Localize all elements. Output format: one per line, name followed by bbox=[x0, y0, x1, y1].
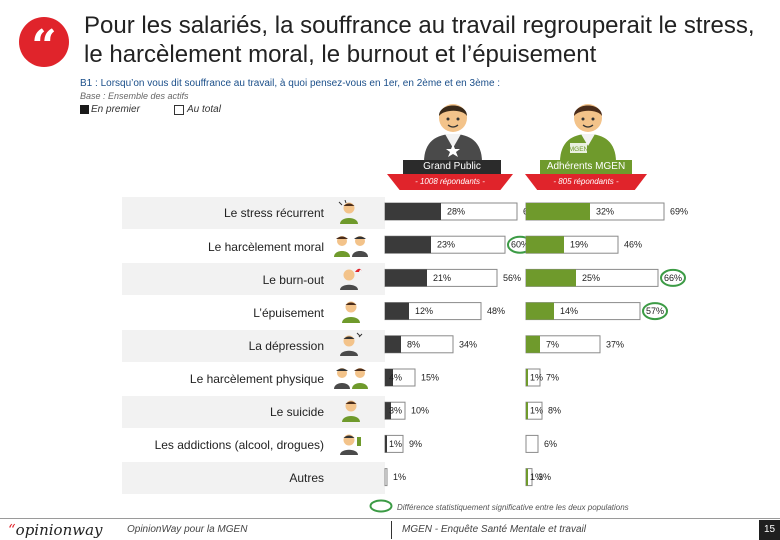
public-total-label: 56% bbox=[503, 273, 521, 283]
public-first-bar bbox=[385, 369, 393, 386]
public-total-label: 48% bbox=[487, 306, 505, 316]
legend-total-label: Au total bbox=[187, 104, 221, 115]
mgen-total-label: 46% bbox=[624, 240, 642, 250]
mgen-first-bar bbox=[526, 468, 528, 486]
public-first-label: 28% bbox=[447, 207, 465, 217]
mgen-first-bar bbox=[526, 369, 528, 386]
row-label: Le stress récurrent bbox=[223, 206, 324, 220]
mgen-significance-circle bbox=[642, 302, 668, 321]
mgen-avatar: MGEN bbox=[560, 104, 616, 162]
significance-circle-icon bbox=[369, 499, 393, 513]
row-band bbox=[122, 330, 385, 362]
mgen-total-label: 7% bbox=[546, 373, 559, 383]
public-first-label: 23% bbox=[437, 240, 455, 250]
mgen-total-label: 66% bbox=[664, 273, 682, 283]
page-number: 15 bbox=[759, 520, 780, 540]
footer-left-text: OpinionWay pour la MGEN bbox=[127, 524, 248, 535]
mgen-first-label: 1% bbox=[530, 472, 543, 482]
significance-note: Différence statistiquement significative… bbox=[397, 503, 629, 512]
addiction-person-icon bbox=[340, 434, 361, 455]
mgen-first-label: 7% bbox=[546, 339, 559, 349]
mgen-first-label: 32% bbox=[596, 207, 614, 217]
row-label: La dépression bbox=[248, 339, 324, 353]
exhausted-person-icon bbox=[342, 301, 360, 323]
page-title: Pour les salariés, la souffrance au trav… bbox=[84, 12, 755, 68]
row-label: Le harcèlement moral bbox=[207, 240, 324, 254]
public-total-label: 9% bbox=[409, 439, 422, 449]
mgen-total-label: 6% bbox=[544, 439, 557, 449]
legend-first-swatch bbox=[80, 105, 89, 114]
mgen-significance-circle bbox=[660, 268, 686, 287]
question-text: B1 : Lorsqu’on vous dit souffrance au tr… bbox=[80, 78, 501, 89]
mgen-first-label: 19% bbox=[570, 240, 588, 250]
public-first-bar bbox=[385, 435, 387, 453]
public-first-bar bbox=[385, 402, 391, 420]
mgen-respondents: - 805 répondants - bbox=[525, 174, 647, 190]
mgen-total-label: 57% bbox=[646, 306, 664, 316]
mgen-total-label: 37% bbox=[606, 339, 624, 349]
grand-public-avatar bbox=[424, 104, 482, 162]
row-label: L’épuisement bbox=[253, 306, 324, 320]
mgen-first-label: 25% bbox=[582, 273, 600, 283]
mgen-first-bar bbox=[526, 335, 540, 353]
quote-icon: “ bbox=[19, 17, 69, 72]
public-first-bar bbox=[385, 269, 427, 287]
burnout-person-icon bbox=[340, 268, 362, 290]
physical-harassment-icon bbox=[334, 368, 368, 389]
public-first-label: 4% bbox=[389, 373, 402, 383]
row-label: Le burn-out bbox=[262, 273, 324, 287]
mgen-total-label: 8% bbox=[548, 406, 561, 416]
row-label: Les addictions (alcool, drogues) bbox=[154, 438, 324, 452]
mgen-badge: MGEN bbox=[569, 146, 589, 153]
mgen-total-bar bbox=[525, 434, 539, 453]
grand-public-respondents: - 1008 répondants - bbox=[387, 174, 513, 190]
depressed-person-icon bbox=[340, 332, 363, 356]
row-label: Le suicide bbox=[269, 405, 324, 419]
public-first-label: 3% bbox=[389, 406, 402, 416]
footer-separator bbox=[391, 521, 392, 539]
mgen-first-bar bbox=[526, 236, 564, 254]
row-band bbox=[122, 396, 385, 428]
public-first-bar bbox=[385, 335, 401, 353]
public-total-bar bbox=[384, 468, 388, 487]
row-band bbox=[122, 462, 385, 494]
harassed-people-icon bbox=[334, 236, 368, 257]
grand-public-tag: Grand Public bbox=[403, 160, 501, 174]
footer-right-text: MGEN - Enquête Santé Mentale et travail bbox=[402, 524, 586, 535]
legend-first-label: En premier bbox=[91, 104, 140, 115]
mgen-first-label: 1% bbox=[530, 406, 543, 416]
mgen-first-bar bbox=[526, 203, 590, 220]
public-first-label: 1% bbox=[389, 439, 402, 449]
row-label: Autres bbox=[289, 471, 324, 485]
mgen-total-label: 3% bbox=[538, 472, 551, 482]
stressed-person-icon bbox=[338, 200, 358, 224]
row-label: Le harcèlement physique bbox=[189, 372, 324, 386]
mgen-first-label: 14% bbox=[560, 306, 578, 316]
suicide-person-icon bbox=[342, 400, 360, 422]
public-first-bar bbox=[385, 302, 409, 320]
public-first-bar bbox=[385, 236, 431, 254]
base-text: Base : Ensemble des actifs bbox=[80, 91, 189, 101]
public-total-label: 10% bbox=[411, 406, 429, 416]
mgen-first-bar bbox=[526, 402, 528, 420]
public-total-label: 60% bbox=[511, 240, 529, 250]
footer-divider bbox=[0, 518, 780, 519]
mgen-total-label: 69% bbox=[670, 207, 688, 217]
mgen-first-label: 1% bbox=[530, 373, 543, 383]
legend-total-swatch bbox=[174, 105, 184, 115]
mgen-first-bar bbox=[526, 269, 576, 287]
public-total-label: 1% bbox=[393, 472, 406, 482]
public-first-label: 8% bbox=[407, 339, 420, 349]
public-first-label: 21% bbox=[433, 273, 451, 283]
public-total-label: 15% bbox=[421, 373, 439, 383]
opinionway-logo: “opinionway bbox=[8, 521, 103, 539]
mgen-first-bar bbox=[526, 302, 554, 320]
public-first-bar bbox=[385, 203, 441, 220]
mgen-tag: Adhérents MGEN bbox=[540, 160, 632, 174]
public-first-label: 12% bbox=[415, 306, 433, 316]
public-total-label: 34% bbox=[459, 339, 477, 349]
